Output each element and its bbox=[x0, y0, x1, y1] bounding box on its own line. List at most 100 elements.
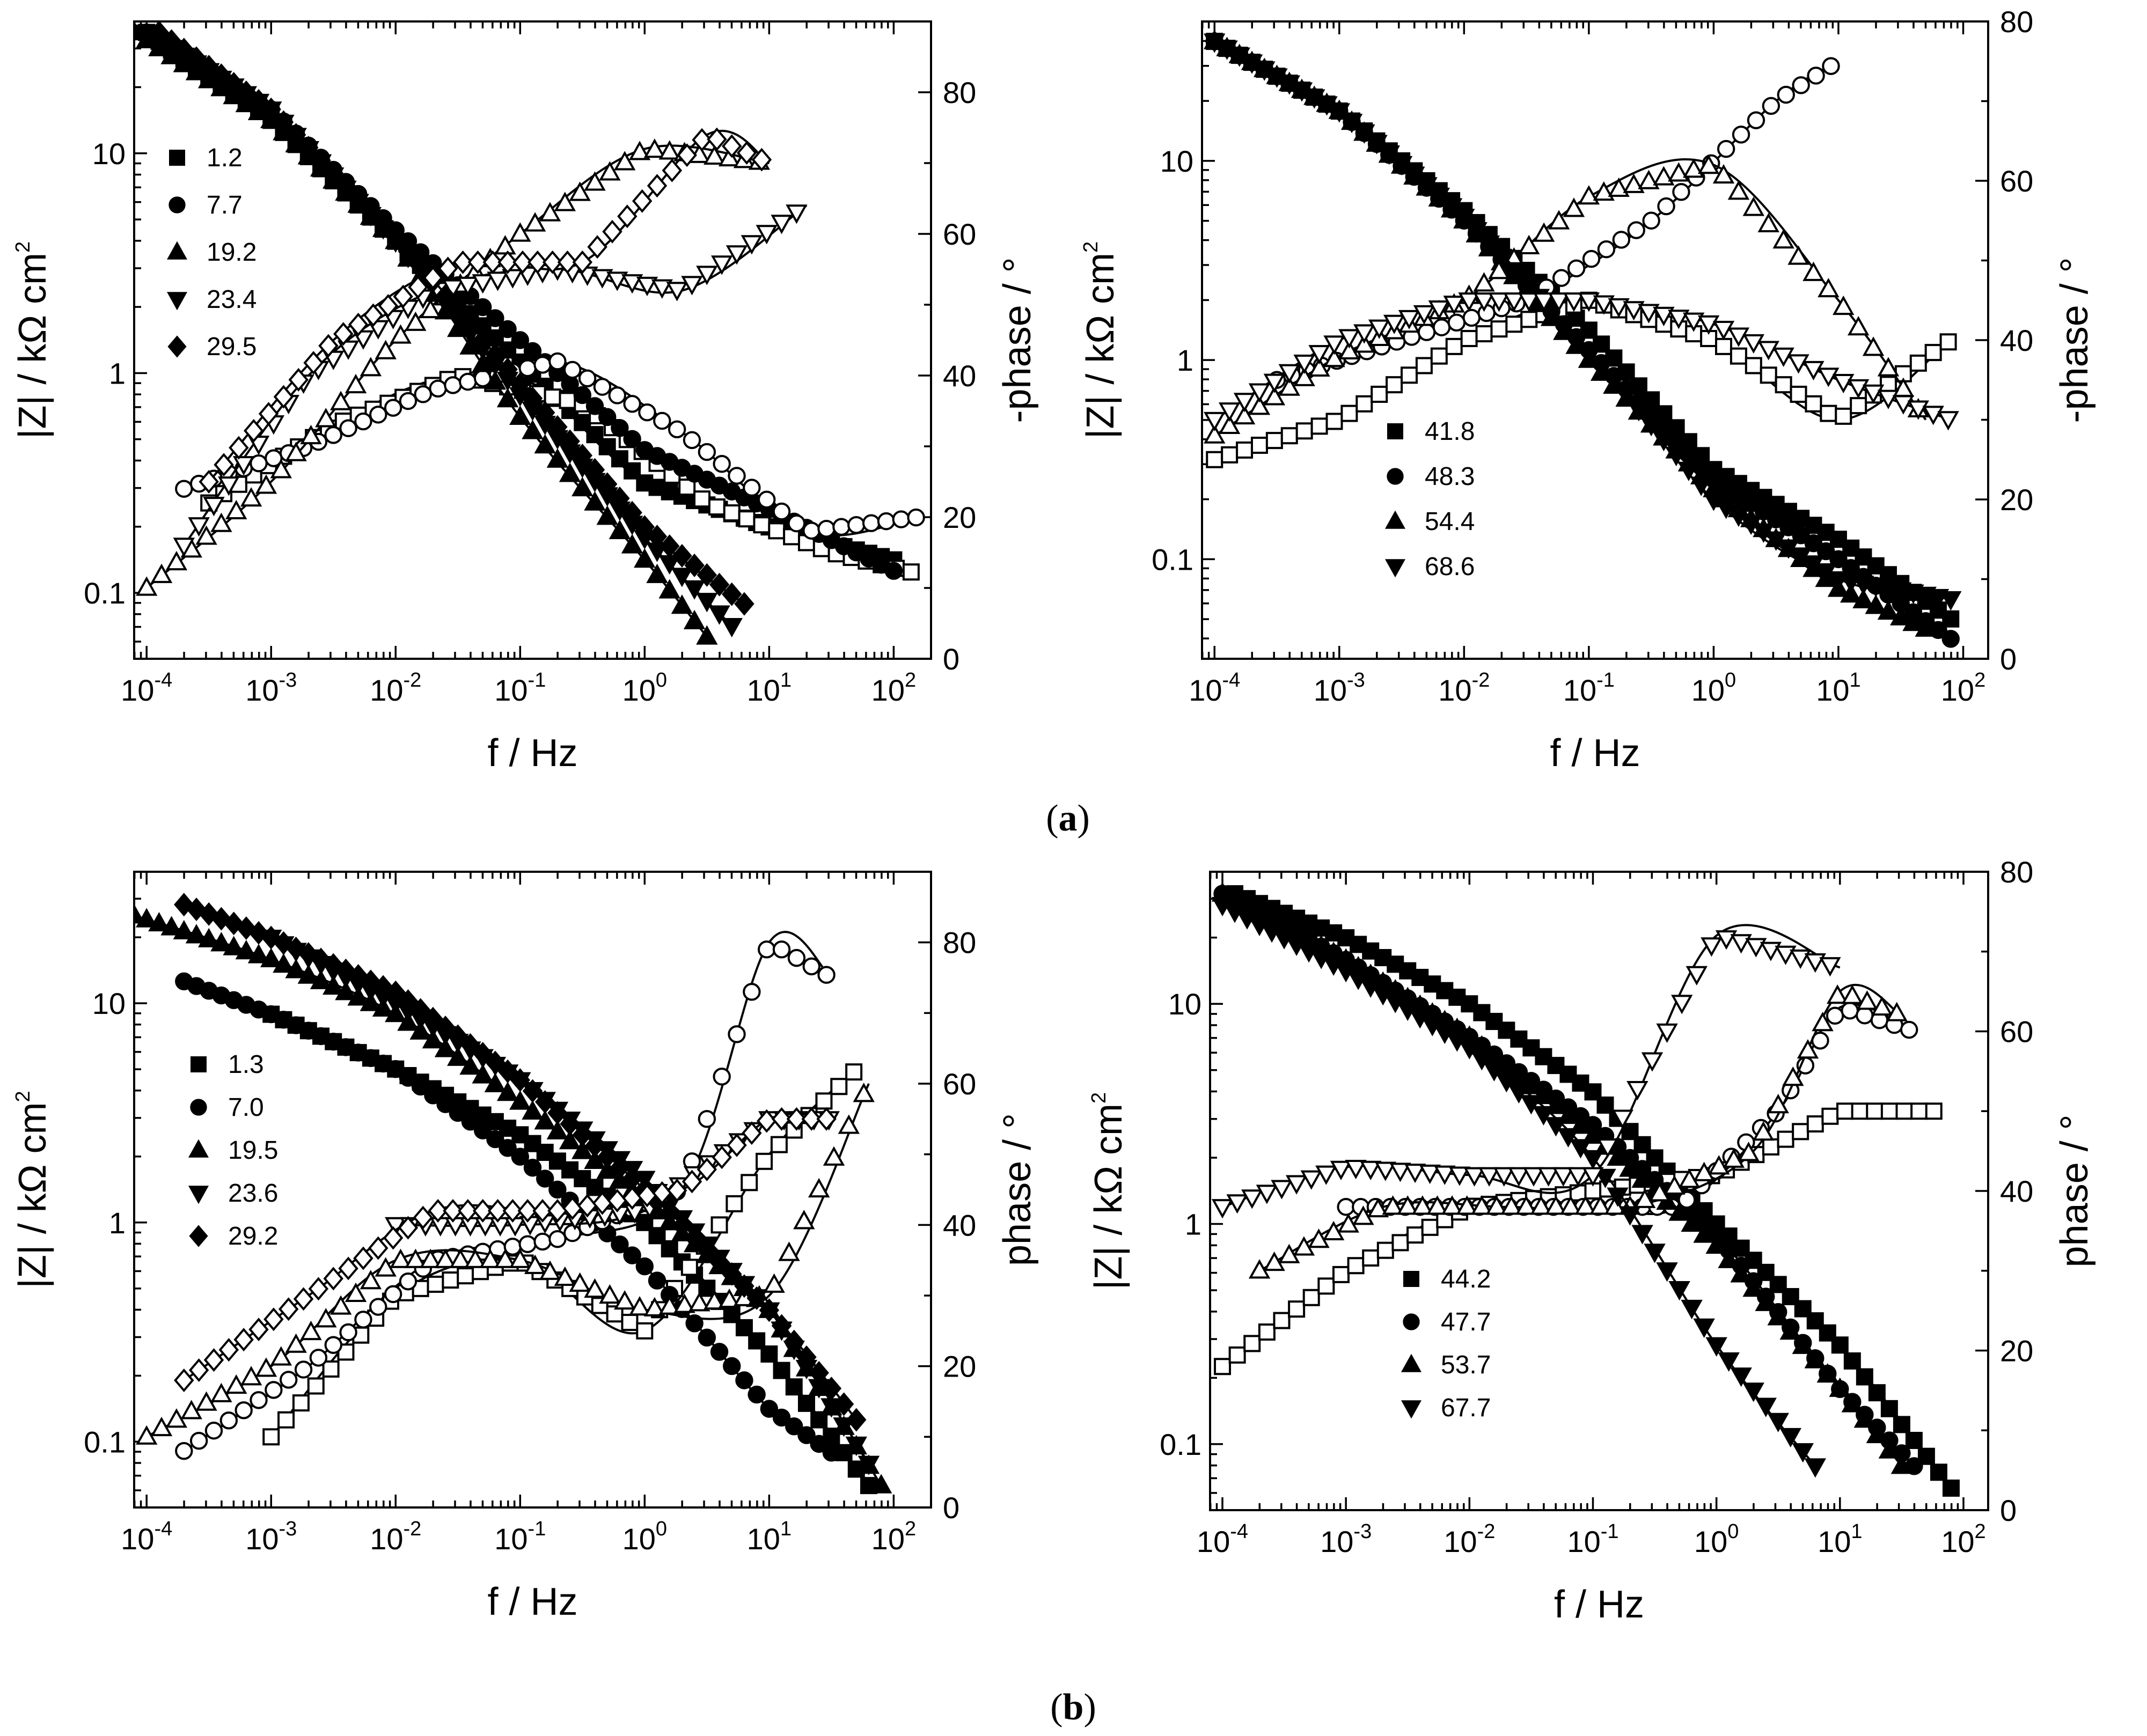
x-tick-label: 10-2 bbox=[370, 1518, 421, 1556]
point-phase-19.2 bbox=[613, 151, 636, 171]
point-mag-29.5 bbox=[622, 501, 642, 525]
point-phase-44.2 bbox=[1792, 1123, 1809, 1141]
point-phase-68.6 bbox=[1697, 315, 1720, 335]
point-phase-29.5 bbox=[244, 418, 264, 443]
x-tick-label: 10-3 bbox=[245, 669, 297, 707]
point-mag-48.3 bbox=[1941, 630, 1960, 648]
point-mag-29.5 bbox=[560, 429, 580, 453]
point-phase-68.6 bbox=[1593, 295, 1615, 315]
point-phase-68.6 bbox=[1937, 411, 1959, 431]
point-mag-29.2 bbox=[398, 989, 419, 1013]
panel-b-right: 10-4 10-3 10-2 10-1 100 101 1020.1110020406080… bbox=[1087, 855, 2096, 1626]
x-tick-exponent: 1 bbox=[1850, 669, 1861, 692]
point-phase-48.3 bbox=[1792, 76, 1810, 94]
point-phase-41.8 bbox=[1520, 311, 1538, 328]
point-mag-19.5 bbox=[870, 1474, 892, 1494]
x-tick-base: 10 bbox=[1197, 1525, 1230, 1558]
x-tick-exponent: -4 bbox=[1222, 669, 1241, 692]
point-phase-29.2 bbox=[682, 1169, 702, 1194]
point-mag-19.5 bbox=[559, 1129, 581, 1150]
point-mag-44.2 bbox=[1942, 1479, 1960, 1497]
point-mag-29.5 bbox=[149, 21, 170, 45]
point-phase-68.6 bbox=[1802, 361, 1824, 381]
point-phase-7.7 bbox=[877, 512, 896, 531]
x-tick-exponent: 0 bbox=[656, 669, 667, 692]
point-mag-67.7 bbox=[1545, 1117, 1567, 1137]
point-mag-29.2 bbox=[709, 1250, 730, 1274]
point-phase-29.5 bbox=[199, 470, 219, 494]
point-mag-7.0 bbox=[810, 1435, 828, 1453]
point-phase-19.5 bbox=[554, 1266, 576, 1286]
legend-marker-68.6 bbox=[1384, 559, 1406, 578]
point-mag-29.2 bbox=[697, 1238, 717, 1262]
point-mag-29.2 bbox=[759, 1298, 780, 1322]
point-phase-19.5 bbox=[673, 1293, 695, 1313]
point-phase-41.8 bbox=[1430, 347, 1448, 365]
point-phase-54.4 bbox=[1263, 386, 1286, 406]
point-mag-53.7 bbox=[1841, 1393, 1864, 1413]
point-phase-53.7 bbox=[1248, 1259, 1271, 1279]
point-mag-29.2 bbox=[410, 998, 431, 1022]
point-phase-1.2 bbox=[738, 510, 756, 528]
point-phase-67.7 bbox=[1226, 1194, 1248, 1214]
point-phase-19.5 bbox=[539, 1260, 561, 1280]
point-mag-68.6 bbox=[1515, 275, 1537, 295]
point-phase-53.7 bbox=[1559, 1195, 1582, 1215]
point-phase-7.7 bbox=[369, 406, 387, 424]
legend-label: 23.6 bbox=[228, 1179, 278, 1208]
point-phase-23.4 bbox=[457, 276, 479, 297]
point-phase-44.2 bbox=[1243, 1335, 1261, 1352]
point-phase-29.5 bbox=[736, 141, 757, 165]
point-phase-44.2 bbox=[1273, 1312, 1291, 1329]
point-mag-7.0 bbox=[473, 1121, 492, 1139]
point-mag-53.7 bbox=[1767, 1306, 1789, 1326]
y2-tick-label: 60 bbox=[943, 1067, 976, 1101]
point-mag-67.7 bbox=[1644, 1244, 1666, 1263]
point-phase-41.8 bbox=[1371, 385, 1388, 403]
point-phase-29.2 bbox=[712, 1145, 732, 1169]
point-phase-7.7 bbox=[444, 376, 462, 394]
point-phase-19.2 bbox=[135, 576, 158, 596]
point-mag-68.6 bbox=[1578, 342, 1600, 362]
legend-marker-48.3 bbox=[1387, 468, 1404, 485]
point-mag-7.0 bbox=[797, 1426, 816, 1444]
point-mag-29.5 bbox=[211, 63, 232, 87]
x-tick-exponent: -2 bbox=[404, 669, 422, 692]
point-mag-7.0 bbox=[424, 1086, 442, 1105]
x-tick-label: 102 bbox=[871, 669, 916, 707]
point-mag-53.7 bbox=[1792, 1334, 1814, 1354]
y2-tick-label: 40 bbox=[943, 359, 976, 393]
point-phase-1.3 bbox=[307, 1377, 325, 1395]
y-tick-label: 1 bbox=[109, 356, 126, 390]
point-phase-47.7 bbox=[1337, 1198, 1355, 1216]
point-mag-19.2 bbox=[621, 534, 643, 554]
point-mag-1.3 bbox=[548, 1152, 566, 1170]
point-phase-7.7 bbox=[892, 510, 911, 528]
point-mag-29.5 bbox=[734, 592, 754, 616]
point-mag-29.2 bbox=[423, 1006, 443, 1031]
point-phase-53.7 bbox=[1678, 1168, 1701, 1188]
point-phase-67.7 bbox=[1596, 1138, 1619, 1158]
point-phase-41.8 bbox=[1206, 451, 1223, 468]
point-phase-44.2 bbox=[1836, 1102, 1854, 1120]
point-phase-19.5 bbox=[704, 1290, 726, 1310]
point-mag-29.2 bbox=[510, 1068, 531, 1092]
point-mag-1.3 bbox=[773, 1362, 790, 1379]
point-phase-67.7 bbox=[1715, 930, 1738, 950]
point-phase-19.2 bbox=[658, 140, 680, 160]
point-phase-29.5 bbox=[348, 312, 369, 336]
point-mag-29.5 bbox=[722, 582, 742, 606]
point-phase-44.2 bbox=[1347, 1257, 1365, 1275]
plot-area bbox=[134, 21, 925, 645]
point-mag-67.7 bbox=[1483, 1062, 1505, 1082]
point-phase-41.8 bbox=[1250, 437, 1268, 454]
point-phase-68.6 bbox=[1263, 373, 1286, 393]
x-tick-exponent: 2 bbox=[1974, 669, 1985, 692]
point-phase-41.8 bbox=[1221, 446, 1239, 464]
point-phase-41.8 bbox=[1445, 337, 1463, 355]
point-phase-1.2 bbox=[544, 388, 561, 406]
point-mag-53.7 bbox=[1619, 1157, 1641, 1177]
point-mag-53.7 bbox=[1668, 1201, 1690, 1221]
point-phase-29.5 bbox=[452, 250, 473, 274]
